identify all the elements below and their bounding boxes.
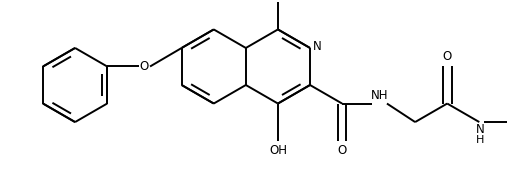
Text: N: N	[476, 123, 485, 136]
Text: O: O	[338, 144, 347, 157]
Text: O: O	[139, 60, 149, 73]
Text: OH: OH	[269, 144, 287, 157]
Text: H: H	[476, 135, 485, 145]
Text: NH: NH	[371, 89, 388, 102]
Text: O: O	[443, 50, 452, 63]
Text: N: N	[313, 41, 321, 54]
